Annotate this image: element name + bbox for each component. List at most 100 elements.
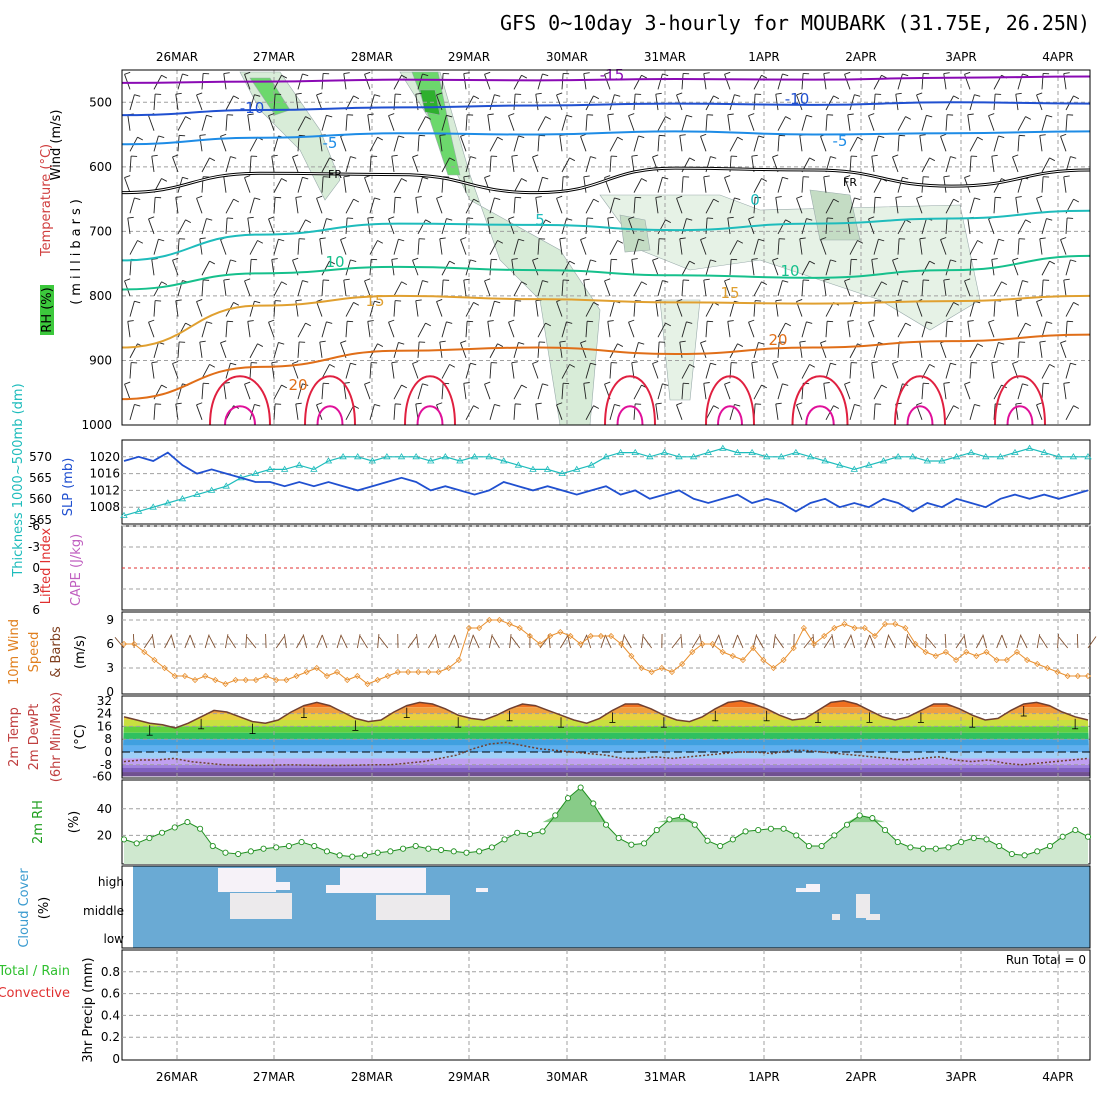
wind-barb — [844, 71, 851, 90]
barb-flag — [964, 381, 971, 385]
barb-flag — [182, 73, 189, 77]
wind-barb — [777, 73, 789, 90]
barb-flag — [391, 154, 398, 157]
wind-barb — [1063, 278, 1070, 296]
isotherm-dome-inner — [717, 405, 743, 426]
wind-barb — [1036, 299, 1043, 317]
wind-barb — [129, 155, 138, 173]
wind10m-barb — [1039, 636, 1048, 649]
wind-barb — [748, 319, 755, 338]
barb-flag — [1063, 382, 1070, 384]
wind-speed-marker — [384, 672, 391, 680]
precip-tick-labels: 00.20.40.60.8 — [101, 965, 120, 1066]
barb-flag — [1015, 196, 1022, 198]
barb-flag — [559, 237, 566, 240]
rh-marker — [742, 828, 749, 835]
barb-flag — [991, 361, 998, 364]
barb-staff — [1041, 383, 1044, 400]
barb-flag — [398, 135, 405, 139]
barb-flag — [679, 340, 686, 343]
barb-flag — [1060, 237, 1067, 240]
wind-barb — [484, 278, 491, 297]
ylabel-lifted-index: Lifted Index — [39, 527, 54, 604]
barb-staff — [676, 404, 683, 420]
thickness-marker — [952, 453, 961, 460]
barb-flag — [532, 257, 539, 261]
wind-barb — [825, 320, 834, 338]
rh-marker — [729, 836, 736, 843]
barb-flag — [268, 216, 275, 220]
rh-marker — [767, 825, 774, 832]
wind-barb — [513, 135, 525, 152]
wind-barb — [367, 113, 374, 131]
wind-barb — [945, 156, 957, 173]
wind10m-barb — [963, 634, 967, 649]
barb-staff — [513, 342, 519, 358]
wind-barb — [681, 72, 690, 90]
barb-flag — [892, 154, 899, 158]
wind-barb — [703, 382, 710, 400]
wind-speed-marker — [455, 656, 462, 664]
barb-flag — [521, 384, 528, 389]
wind-barb — [844, 278, 851, 297]
barb-flag — [1046, 321, 1053, 324]
wind-barb — [1039, 340, 1046, 358]
wind-barb — [849, 94, 861, 111]
barb-staff — [993, 178, 1002, 193]
thickness-marker — [383, 453, 391, 460]
wind-barb — [849, 240, 864, 255]
barb-staff — [775, 94, 779, 111]
wind-barb — [1039, 237, 1046, 255]
barb-flag — [895, 299, 902, 302]
wind10m-barb — [336, 634, 342, 649]
barb-flag — [247, 320, 254, 322]
barb-flag — [998, 238, 1005, 242]
wind-barb — [964, 278, 971, 297]
wind-barb — [633, 93, 642, 111]
barb-flag — [244, 71, 251, 75]
barb-flag — [1063, 175, 1070, 178]
wind-speed-marker — [151, 656, 158, 664]
wind-barb — [871, 258, 878, 276]
wind-barb — [129, 404, 141, 420]
barb-staff — [724, 383, 731, 400]
isotherm-dome — [705, 375, 755, 426]
barb-flag — [737, 343, 744, 347]
barb-staff — [724, 280, 731, 297]
barb-staff — [153, 300, 156, 317]
rh-marker — [717, 842, 724, 850]
wind-speed-marker — [953, 656, 960, 664]
barb-staff — [175, 197, 179, 214]
barb-staff — [460, 136, 467, 152]
barb-flag — [878, 238, 885, 242]
wind-barb — [945, 198, 960, 214]
wind-speed-marker — [191, 676, 199, 684]
wind-barb — [393, 196, 402, 214]
wind-barb — [1036, 402, 1043, 420]
temp-band — [122, 745, 1090, 752]
barb-flag — [799, 340, 806, 343]
barb-flag — [148, 216, 155, 220]
barb-staff — [535, 94, 539, 111]
barb-flag — [295, 196, 302, 198]
barb-flag — [209, 157, 216, 162]
wind-barb — [316, 92, 323, 111]
barb-flag — [727, 320, 734, 322]
wind-barb — [945, 362, 957, 379]
barb-staff — [993, 403, 996, 420]
wind-barb — [249, 362, 258, 379]
barb-staff — [801, 73, 804, 90]
barb-flag — [257, 240, 264, 244]
wind-speed-marker — [861, 624, 868, 632]
barb-flag — [734, 94, 741, 97]
barb-flag — [710, 156, 717, 159]
barb-staff — [991, 362, 995, 379]
rh-marker — [349, 853, 356, 860]
barb-staff — [441, 364, 450, 379]
wind-barb — [127, 216, 134, 235]
barb-staff — [513, 300, 516, 317]
rh-marker — [285, 842, 292, 850]
barb-flag — [545, 219, 552, 224]
wind-barb — [417, 219, 432, 235]
